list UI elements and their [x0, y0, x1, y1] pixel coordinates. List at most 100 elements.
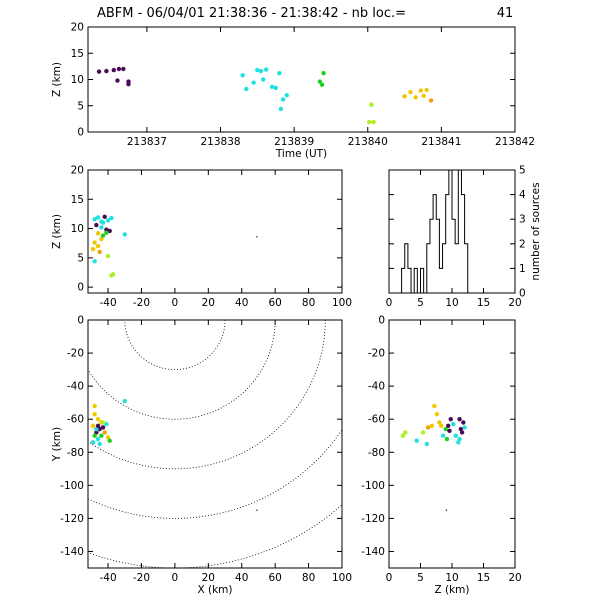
x-tick-label: 213837	[127, 136, 167, 148]
panel-frame	[87, 319, 343, 569]
data-point	[90, 440, 96, 445]
x-tick-label: -40	[99, 297, 116, 309]
histogram-bar	[449, 170, 452, 293]
data-point	[277, 71, 282, 76]
data-point	[122, 232, 127, 237]
data-point	[457, 417, 462, 422]
y-tick-label: -40	[67, 381, 84, 393]
data-point	[111, 67, 116, 73]
x-tick-label: 0	[386, 572, 393, 584]
x-tick-label: 10	[445, 572, 458, 584]
x-axis-label: Time (UT)	[275, 148, 327, 160]
histogram-bar	[405, 244, 408, 293]
data-point	[92, 240, 97, 245]
data-point	[459, 430, 465, 435]
data-point	[90, 246, 96, 252]
histogram-bar	[458, 170, 461, 293]
data-point	[92, 217, 97, 222]
data-point	[367, 119, 372, 125]
data-point	[402, 94, 407, 99]
data-point	[273, 85, 278, 91]
y-tick-label: 5	[519, 165, 526, 177]
data-point	[434, 412, 440, 417]
x-tick-label: 213838	[200, 136, 240, 148]
data-point	[403, 430, 408, 435]
y-axis-label: Z (km)	[51, 214, 63, 249]
data-point	[421, 93, 426, 98]
data-point	[256, 236, 258, 238]
data-point	[448, 417, 453, 422]
data-point	[420, 430, 426, 435]
y-tick-label: -140	[60, 546, 84, 558]
panel-z-y: 0 5 10 15 20 -140 -120 -100 -80 -60 -40 -20 0 Z (km)	[361, 315, 522, 597]
y-tick-label: 10	[71, 74, 84, 86]
panel-frame	[388, 319, 516, 569]
data-point	[95, 417, 101, 422]
data-point	[278, 106, 284, 112]
data-point	[251, 80, 256, 85]
data-point	[418, 88, 423, 93]
panel-x-y: -40 -20 0 20 40 60 80 100 -140 -120 -100 -80 -60 -40 -…	[51, 315, 352, 597]
y-tick-label: 0	[77, 127, 84, 139]
data-point	[413, 95, 418, 100]
data-point	[105, 435, 111, 440]
x-tick-label: 213842	[495, 136, 535, 148]
y-tick-label: 20	[71, 165, 84, 177]
data-point	[439, 423, 444, 429]
y-tick-label: -40	[368, 381, 385, 393]
data-point	[92, 259, 97, 264]
data-point	[429, 423, 435, 429]
data-point	[408, 89, 413, 95]
x-tick-label: 80	[302, 572, 315, 584]
data-point	[126, 82, 131, 87]
x-tick-label: -20	[133, 297, 150, 309]
data-point	[95, 231, 101, 236]
histogram-bar	[414, 268, 417, 293]
histogram-bar	[408, 268, 411, 293]
y-tick-label: -100	[60, 480, 84, 492]
data-point	[100, 233, 106, 238]
panel-frame	[87, 26, 516, 133]
data-point	[116, 66, 122, 72]
data-point	[122, 398, 127, 404]
data-point	[446, 423, 451, 429]
data-point	[432, 403, 437, 409]
x-axis-label: Z (km)	[434, 584, 469, 596]
data-point	[99, 225, 104, 230]
data-point	[100, 420, 106, 425]
data-point	[462, 425, 467, 430]
y-tick-label: -100	[361, 480, 385, 492]
x-tick-label: 15	[477, 572, 490, 584]
data-point	[321, 71, 326, 76]
histogram-bar	[433, 195, 436, 293]
x-tick-label: 213840	[348, 136, 388, 148]
x-tick-label: 100	[332, 297, 352, 309]
data-point	[458, 426, 464, 432]
data-point	[107, 438, 112, 443]
data-point	[104, 230, 109, 235]
histogram-bar	[427, 244, 430, 293]
data-point	[440, 433, 446, 438]
data-point	[97, 441, 102, 447]
x-tick-label: 213841	[421, 136, 461, 148]
data-point	[244, 86, 249, 92]
x-tick-label: 40	[235, 297, 248, 309]
y-tick-label: -20	[67, 348, 84, 360]
x-tick-label: 60	[268, 297, 281, 309]
histogram-bar	[461, 195, 464, 293]
data-point	[96, 69, 102, 74]
histogram-outline	[389, 170, 515, 293]
x-tick-label: 20	[508, 297, 521, 309]
data-point	[261, 77, 266, 82]
x-tick-label: -40	[99, 572, 116, 584]
y-tick-label: 2	[519, 238, 526, 250]
x-tick-label: 15	[477, 297, 490, 309]
panel-x-z: -40 -20 0 20 40 60 80 100 0 5 10 15 20 Z (km)	[51, 165, 352, 310]
x-tick-label: 60	[268, 572, 281, 584]
histogram-bar	[436, 219, 439, 293]
x-tick-label: 0	[172, 572, 179, 584]
y-tick-label: -120	[361, 513, 385, 525]
histogram-bar	[452, 219, 455, 293]
